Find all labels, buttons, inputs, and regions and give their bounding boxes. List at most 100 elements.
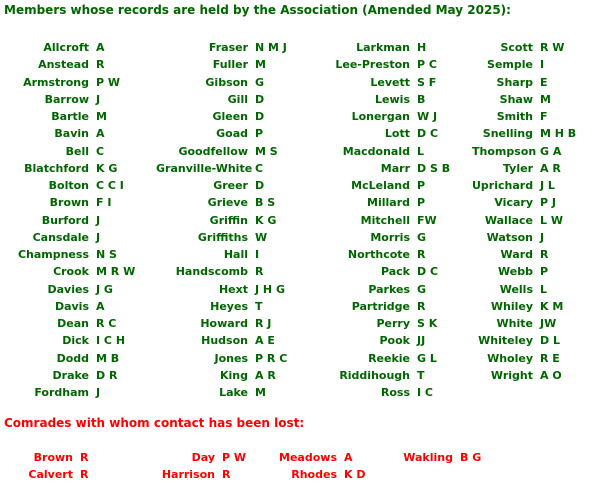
member-initials: R (417, 248, 426, 261)
member-initials: A (96, 41, 105, 54)
member-initials: D R (96, 368, 118, 382)
member-surname: Meadows (279, 451, 337, 464)
member-surname: Allcroft (43, 41, 89, 54)
lost-contact-list: Brown R Day P W Meadows A Wakling B G Calvert R Ha… (0, 449, 605, 483)
member-initials: P (417, 196, 426, 210)
member-initials: G (417, 282, 427, 296)
member-initials: C C I (96, 179, 124, 192)
member-surname: Whiley (490, 299, 533, 313)
member-initials: JW (540, 317, 557, 330)
member-initials: G (255, 75, 265, 89)
member-surname: Davies (47, 282, 89, 296)
member-surname: Millard (367, 196, 410, 210)
member-surname: Lewis (375, 92, 410, 106)
member-surname: Wells (499, 282, 533, 296)
member-initials: FW (417, 213, 437, 227)
member-surname: White (496, 317, 533, 330)
member-initials: R E (540, 351, 560, 365)
member-initials: F (540, 110, 548, 123)
member-surname: Marr (380, 161, 410, 175)
member-surname: Whiteley (478, 334, 533, 348)
member-surname: Fraser (208, 41, 248, 54)
member-surname: Larkman (356, 41, 410, 54)
member-surname: Pook (379, 334, 411, 348)
member-initials: D (255, 110, 265, 123)
member-initials: N M J (255, 41, 287, 54)
member-initials: A (96, 127, 105, 141)
member-initials: J (96, 92, 101, 106)
member-initials: T (417, 368, 425, 382)
member-surname: Mitchell (360, 213, 410, 227)
member-initials: D C (417, 265, 439, 279)
member-surname: Hall (223, 248, 248, 261)
member-initials: T (255, 299, 263, 313)
member-initials: J (540, 230, 545, 244)
member-initials: R (255, 265, 264, 279)
member-initials: D (255, 179, 265, 192)
member-surname: Drake (52, 368, 89, 382)
member-surname: Dick (62, 334, 89, 348)
member-surname: Davis (54, 299, 89, 313)
member-surname: Dodd (56, 351, 89, 365)
member-surname: Handscomb (175, 265, 248, 279)
member-initials: P R C (255, 351, 288, 365)
member-surname: Granville-White (156, 161, 253, 175)
member-initials: L (540, 282, 548, 296)
member-surname: Goad (216, 127, 248, 141)
member-surname: Morris (370, 230, 410, 244)
member-surname: Gill (227, 92, 248, 106)
member-initials (453, 466, 605, 483)
member-initials: M (540, 92, 551, 106)
member-initials: I (540, 58, 545, 72)
member-surname: Semple (487, 58, 533, 72)
member-surname: Hudson (201, 334, 248, 348)
member-initials: A E (255, 334, 275, 348)
member-surname: Harrison (161, 468, 215, 481)
member-initials: J (96, 230, 101, 244)
member-initials: C (96, 144, 105, 158)
member-initials: L (417, 144, 425, 158)
member-surname: Griffiths (197, 230, 248, 244)
member-initials: R C (96, 317, 117, 330)
member-surname (387, 466, 453, 483)
member-initials: B G (460, 451, 482, 464)
member-surname: Riddihough (339, 368, 410, 382)
member-initials: M (255, 386, 266, 399)
member-surname: Barrow (44, 92, 89, 106)
member-surname: Bell (65, 144, 89, 158)
member-initials: M B (96, 351, 120, 365)
member-surname (472, 384, 533, 401)
member-initials: D C (417, 127, 439, 141)
member-initials: A (96, 299, 105, 313)
member-surname: Anstead (38, 58, 89, 72)
member-initials: J (96, 386, 101, 399)
member-initials: R (80, 451, 89, 464)
member-surname: Griffin (209, 213, 248, 227)
member-surname: Lott (384, 127, 410, 141)
member-initials: P (417, 179, 426, 192)
members-list: Allcroft A Fraser N M J Larkman H Scott R W Anst… (0, 39, 605, 401)
member-initials: J L (540, 179, 555, 192)
member-surname: Bavin (54, 127, 89, 141)
member-surname: Champness (17, 248, 89, 261)
lost-contact-title: Comrades with whom contact has been lost… (4, 416, 305, 430)
member-surname: Snelling (482, 127, 533, 141)
member-initials: K M (540, 299, 564, 313)
member-initials: B S (255, 196, 276, 210)
member-surname: Armstrong (23, 75, 89, 89)
member-surname: Fordham (34, 386, 89, 399)
member-surname: Brown (33, 451, 73, 464)
member-initials: D S B (417, 161, 451, 175)
member-initials: D (255, 92, 265, 106)
member-initials: D L (540, 334, 560, 348)
member-initials: E (540, 75, 548, 89)
member-surname: Fuller (212, 58, 248, 72)
member-initials: K G (255, 213, 277, 227)
member-surname: Watson (486, 230, 533, 244)
member-surname: Hext (218, 282, 248, 296)
member-initials: I C H (96, 334, 126, 348)
member-surname: Brown (49, 196, 89, 210)
page-title: Members whose records are held by the As… (4, 3, 511, 17)
member-surname: Wallace (484, 213, 533, 227)
